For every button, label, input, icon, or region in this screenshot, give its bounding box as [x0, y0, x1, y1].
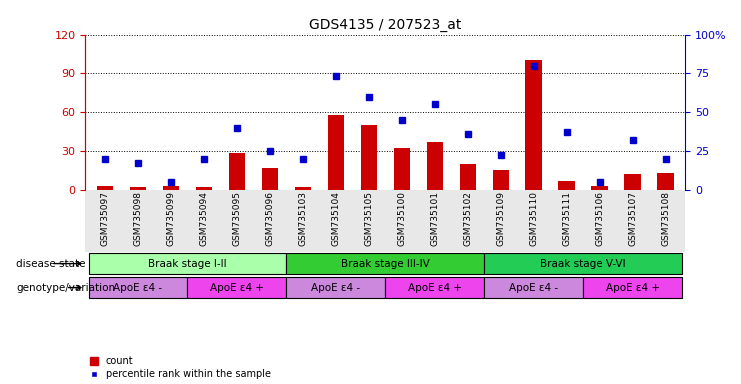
Bar [559, 180, 575, 190]
Bar [427, 142, 443, 190]
Bar [485, 253, 682, 274]
Text: GSM735095: GSM735095 [233, 191, 242, 246]
Bar [163, 186, 179, 190]
Bar [657, 173, 674, 190]
Bar [88, 253, 286, 274]
Text: GSM735108: GSM735108 [661, 191, 670, 246]
Text: GSM735104: GSM735104 [331, 191, 340, 246]
Text: ApoE ε4 -: ApoE ε4 - [311, 283, 360, 293]
Text: GSM735105: GSM735105 [365, 191, 373, 246]
Text: GSM735101: GSM735101 [431, 191, 439, 246]
Text: GSM735110: GSM735110 [529, 191, 538, 246]
Bar [286, 277, 385, 298]
Text: GSM735099: GSM735099 [167, 191, 176, 246]
Text: GSM735100: GSM735100 [397, 191, 406, 246]
Text: GSM735102: GSM735102 [463, 191, 472, 246]
Bar [485, 277, 583, 298]
Bar [393, 148, 410, 190]
Text: GSM735106: GSM735106 [595, 191, 604, 246]
Bar [286, 253, 485, 274]
Legend: count, percentile rank within the sample: count, percentile rank within the sample [90, 356, 270, 379]
Text: GSM735111: GSM735111 [562, 191, 571, 246]
Bar [361, 125, 377, 190]
Bar [583, 277, 682, 298]
Bar [385, 277, 485, 298]
Text: disease state: disease state [16, 258, 86, 268]
Bar [591, 186, 608, 190]
Text: Braak stage I-II: Braak stage I-II [148, 258, 227, 268]
Text: GSM735098: GSM735098 [133, 191, 142, 246]
Text: ApoE ε4 -: ApoE ε4 - [113, 283, 162, 293]
Bar [262, 168, 278, 190]
Text: GSM735097: GSM735097 [101, 191, 110, 246]
Text: genotype/variation: genotype/variation [16, 283, 116, 293]
Bar [328, 115, 344, 190]
Bar [97, 186, 113, 190]
Text: ApoE ε4 -: ApoE ε4 - [509, 283, 558, 293]
Text: GSM735107: GSM735107 [628, 191, 637, 246]
Text: Braak stage III-IV: Braak stage III-IV [341, 258, 430, 268]
Title: GDS4135 / 207523_at: GDS4135 / 207523_at [309, 18, 462, 32]
Text: GSM735103: GSM735103 [299, 191, 308, 246]
Bar [130, 187, 146, 190]
Bar [493, 170, 509, 190]
Text: Braak stage V-VI: Braak stage V-VI [540, 258, 626, 268]
Text: ApoE ε4 +: ApoE ε4 + [408, 283, 462, 293]
Text: GSM735109: GSM735109 [496, 191, 505, 246]
Bar [196, 187, 212, 190]
Bar [295, 187, 311, 190]
Bar [525, 60, 542, 190]
Bar [459, 164, 476, 190]
Bar [229, 154, 245, 190]
Text: ApoE ε4 +: ApoE ε4 + [605, 283, 659, 293]
Text: ApoE ε4 +: ApoE ε4 + [210, 283, 264, 293]
Bar [625, 174, 641, 190]
Text: GSM735094: GSM735094 [199, 191, 208, 246]
Bar [187, 277, 286, 298]
Text: GSM735096: GSM735096 [265, 191, 274, 246]
Bar [88, 277, 187, 298]
